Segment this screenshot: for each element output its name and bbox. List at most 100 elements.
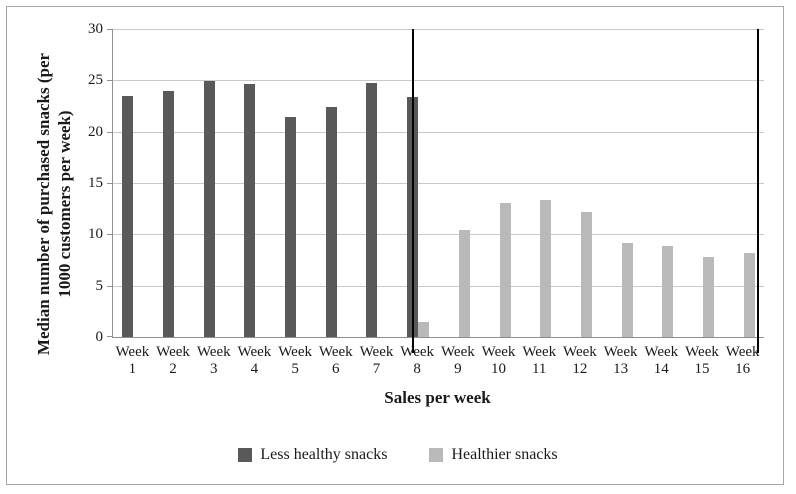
bar-less-healthy-snacks-week-7 xyxy=(366,83,378,337)
x-tick-label-line-2: 4 xyxy=(250,361,259,377)
y-axis-tick xyxy=(107,131,112,133)
category-week-7 xyxy=(357,29,398,337)
bar-healthier-snacks-week-16 xyxy=(743,252,755,337)
category-week-16 xyxy=(723,29,764,337)
gridline xyxy=(113,29,764,30)
legend-label-healthier: Healthier snacks xyxy=(451,446,558,463)
x-tick-label-line-1: Week xyxy=(481,344,516,360)
bar-healthier-snacks-week-14 xyxy=(662,245,674,337)
y-tick-label: 30 xyxy=(88,21,103,37)
gridline xyxy=(113,183,764,184)
gridline xyxy=(113,234,764,236)
x-tick-label-line-1: Week xyxy=(196,344,231,360)
x-tick-label-week-15: Week 15 xyxy=(682,344,723,378)
category-week-11 xyxy=(520,29,561,337)
x-tick-label-week-16: Week 16 xyxy=(722,344,763,378)
x-tick-label-week-5: Week 5 xyxy=(275,344,316,378)
bar-less-healthy-snacks-week-4 xyxy=(244,84,256,337)
x-tick-label-line-1: Week xyxy=(237,344,272,360)
y-axis-tick xyxy=(107,285,112,287)
gridline xyxy=(113,285,764,287)
x-tick-label-week-7: Week 7 xyxy=(356,344,397,378)
plot-area xyxy=(107,29,764,353)
x-tick-label-week-2: Week 2 xyxy=(153,344,194,378)
category-week-9 xyxy=(439,29,480,337)
legend-swatch-less-healthy xyxy=(238,448,253,462)
x-tick-label-week-6: Week 6 xyxy=(315,344,356,378)
x-axis-title: Sales per week xyxy=(384,388,491,407)
x-tick-label-line-2: 13 xyxy=(613,361,629,377)
x-tick-label-week-1: Week 1 xyxy=(112,344,153,378)
legend-swatch-healthier xyxy=(429,448,444,462)
legend-item-healthier: Healthier snacks xyxy=(429,446,558,464)
y-tick-label: 25 xyxy=(88,72,103,89)
x-tick-label-week-13: Week 13 xyxy=(600,344,641,378)
category-week-1 xyxy=(113,29,154,337)
bar-healthier-snacks-week-13 xyxy=(621,242,633,337)
x-tick-label-week-4: Week 4 xyxy=(234,344,275,378)
x-tick-label-line-2: 5 xyxy=(291,361,299,377)
category-week-12 xyxy=(561,29,602,337)
y-tick-label: 20 xyxy=(88,123,103,140)
x-tick-label-line-1: Week xyxy=(644,344,679,360)
x-tick-label-line-1: Week xyxy=(115,344,150,360)
bar-less-healthy-snacks-week-3 xyxy=(203,81,215,337)
bar-healthier-snacks-week-10 xyxy=(499,202,511,337)
category-week-8 xyxy=(398,29,439,337)
category-week-10 xyxy=(479,29,520,337)
separator-vline xyxy=(412,29,414,353)
x-tick-label-line-2: 14 xyxy=(653,361,669,377)
bar-less-healthy-snacks-week-1 xyxy=(122,95,134,337)
category-week-6 xyxy=(316,29,357,337)
y-axis-tick xyxy=(107,80,112,82)
y-tick-label: 10 xyxy=(88,226,103,243)
x-tick-label-line-1: Week xyxy=(603,344,638,360)
x-tick-label-line-2: 8 xyxy=(413,361,421,377)
category-week-13 xyxy=(601,29,642,337)
bar-healthier-snacks-week-8 xyxy=(418,321,430,337)
y-tick-label: 15 xyxy=(88,175,103,191)
legend-item-less-healthy: Less healthy snacks xyxy=(238,446,387,464)
x-tick-label-line-2: 12 xyxy=(572,361,588,377)
y-axis-tick xyxy=(107,336,112,337)
x-tick-label-line-2: 6 xyxy=(332,361,340,377)
x-tick-label-line-1: Week xyxy=(156,344,190,360)
x-tick-label-week-8: Week 8 xyxy=(397,344,438,378)
x-tick-label-week-3: Week 3 xyxy=(193,344,234,378)
x-tick-label-line-1: Week xyxy=(278,344,312,360)
x-tick-label-line-1: Week xyxy=(359,344,394,360)
x-tick-label-line-1: Week xyxy=(522,344,557,360)
y-tick-label: 0 xyxy=(95,329,104,345)
y-axis-title-line-1: Median number of purchased snacks (per xyxy=(34,52,53,356)
x-tick-label-week-10: Week 10 xyxy=(478,344,519,378)
x-tick-label-week-14: Week 14 xyxy=(641,344,682,378)
x-tick-label-week-9: Week 9 xyxy=(438,344,479,378)
x-tick-label-line-2: 15 xyxy=(694,361,710,377)
category-week-14 xyxy=(642,29,683,337)
separator-vline xyxy=(757,29,759,353)
x-tick-label-line-1: Week xyxy=(318,344,353,360)
category-week-15 xyxy=(683,29,724,337)
x-tick-label-line-2: 16 xyxy=(735,361,751,377)
gridline xyxy=(113,80,764,82)
figure-border xyxy=(6,6,784,485)
legend-label-less-healthy: Less healthy snacks xyxy=(260,446,388,463)
x-tick-labels: Week 1 Week 2 Week 3 Week 4 Week 5 Week 6 Week 7 Week 8… xyxy=(112,344,763,378)
category-week-4 xyxy=(235,29,276,337)
x-tick-label-line-2: 7 xyxy=(372,361,381,377)
x-tick-label-line-2: 3 xyxy=(209,361,218,377)
y-tick-label: 5 xyxy=(95,277,104,294)
x-tick-label-week-11: Week 11 xyxy=(519,344,560,378)
y-axis-tick xyxy=(107,29,112,30)
x-tick-label-line-1: Week xyxy=(440,344,475,360)
x-tick-label-line-1: Week xyxy=(400,344,435,360)
bar-less-healthy-snacks-week-2 xyxy=(163,90,175,337)
x-tick-label-line-1: Week xyxy=(725,344,760,360)
category-week-2 xyxy=(154,29,195,337)
y-axis-tick xyxy=(107,183,112,184)
bars-row xyxy=(113,29,764,337)
category-week-3 xyxy=(194,29,235,337)
x-tick-label-line-1: Week xyxy=(685,344,719,360)
x-tick-label-line-2: 2 xyxy=(169,361,177,377)
